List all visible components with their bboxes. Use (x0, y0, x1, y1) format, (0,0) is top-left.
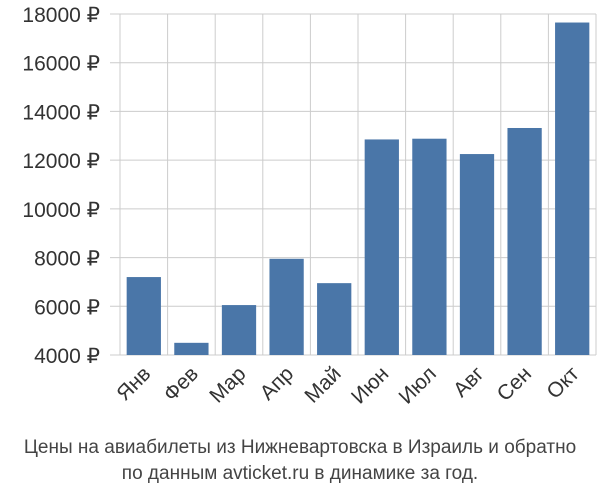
chart-caption-line-1: Цены на авиабилеты из Нижневартовска в И… (23, 437, 577, 458)
x-tick-label: Сен (493, 362, 536, 405)
bar (174, 342, 209, 355)
y-tick-label: 14000 ₽ (22, 101, 100, 124)
bar (412, 138, 447, 355)
x-tick-label: Июл (395, 362, 441, 408)
bar (126, 277, 161, 355)
y-tick-label: 8000 ₽ (34, 248, 100, 271)
bar (221, 305, 257, 355)
bar (507, 127, 542, 356)
y-tick-label: 10000 ₽ (22, 199, 100, 222)
bar (459, 154, 495, 355)
x-tick-label: Апр (256, 362, 298, 404)
chart-caption-line-2: по данным avticket.ru в динамике за год. (121, 463, 479, 484)
x-axis-ticks: Янв Фев Мар Апр Май Июн Июл Авг Сен Окт (112, 362, 584, 409)
bar (269, 258, 304, 355)
bar (364, 139, 399, 355)
bar (555, 22, 590, 356)
x-tick-label: Мар (205, 362, 250, 407)
bars (126, 22, 590, 356)
y-axis-ticks: 4000 ₽ 6000 ₽ 8000 ₽ 10000 ₽ 12000 ₽ 14000 ₽ 1… (22, 4, 100, 368)
y-tick-label: 12000 ₽ (22, 150, 100, 173)
y-tick-label: 16000 ₽ (22, 53, 100, 76)
x-tick-label: Окт (542, 362, 584, 404)
grid-lines (110, 13, 597, 356)
bar (317, 283, 352, 355)
x-tick-label: Май (300, 362, 345, 407)
y-tick-label: 4000 ₽ (34, 345, 100, 368)
y-tick-label: 6000 ₽ (34, 296, 100, 319)
x-tick-label: Фев (159, 362, 203, 406)
x-tick-label: Янв (112, 362, 155, 405)
x-tick-label: Авг (449, 362, 489, 402)
y-tick-label: 18000 ₽ (22, 4, 100, 27)
price-bar-chart: 4000 ₽ 6000 ₽ 8000 ₽ 10000 ₽ 12000 ₽ 14000 ₽ 1… (22, 4, 597, 409)
x-tick-label: Июн (347, 362, 393, 408)
